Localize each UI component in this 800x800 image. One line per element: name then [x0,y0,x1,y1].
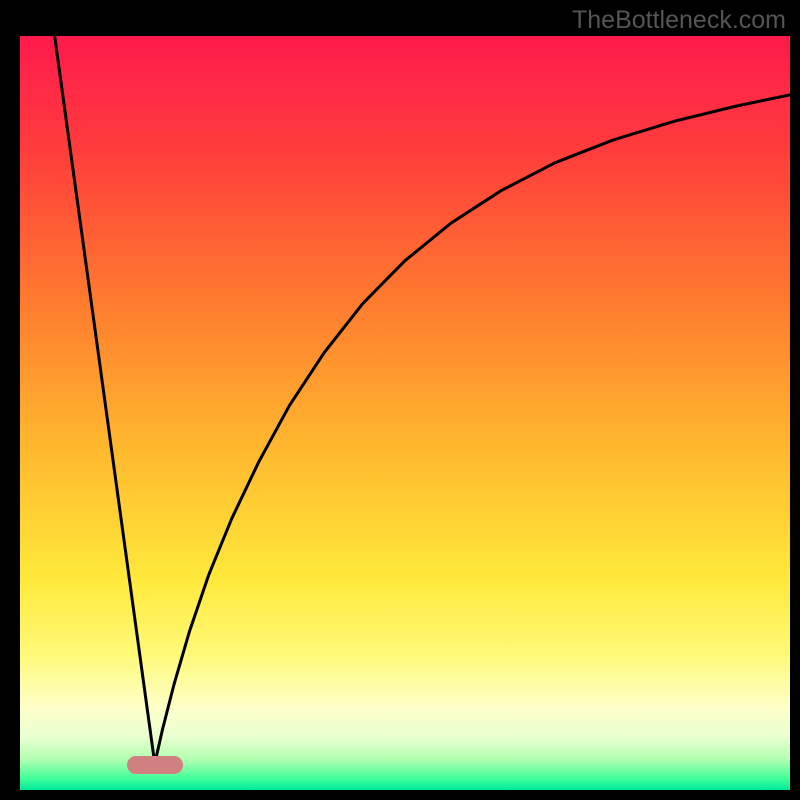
chart-curves-layer [20,36,790,790]
watermark-text: TheBottleneck.com [572,6,786,35]
chart-plot-area [20,36,790,790]
optimal-point-marker [127,756,183,774]
curve-right-segment [155,95,790,764]
curve-left-segment [55,36,155,764]
